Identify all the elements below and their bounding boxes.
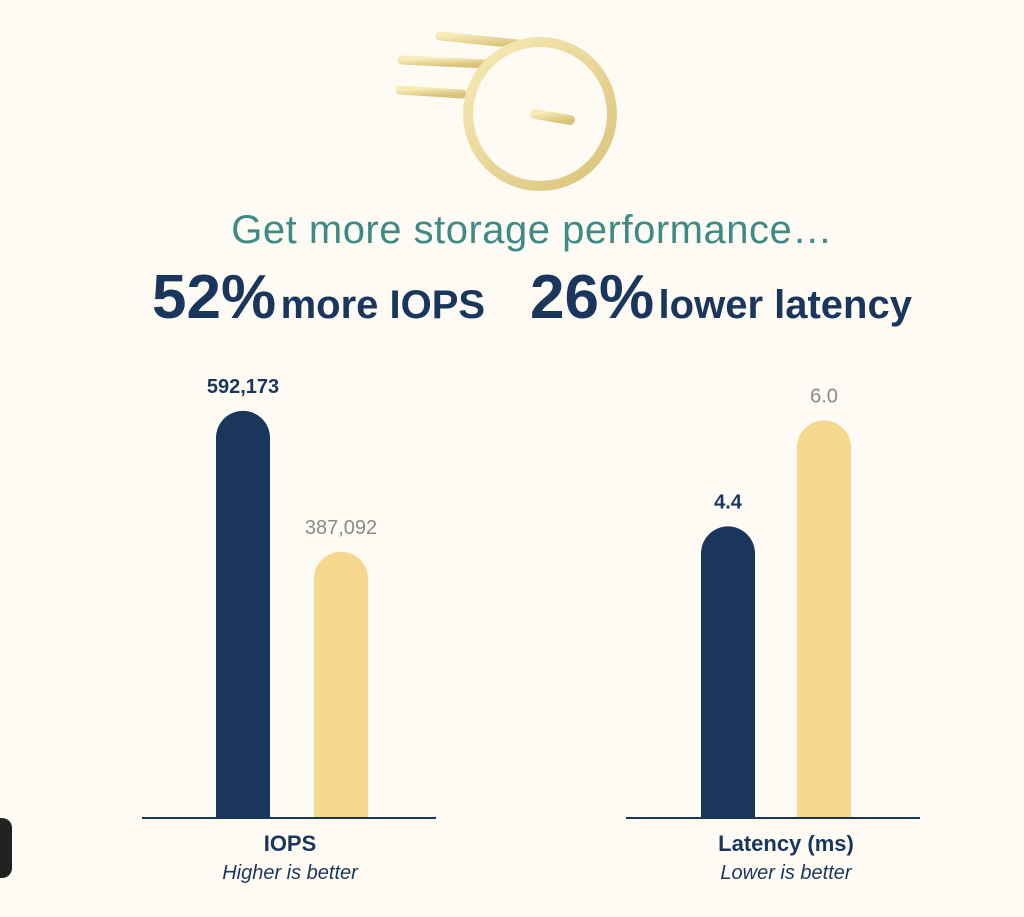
iops-bar-1	[216, 410, 270, 818]
latency-chart: 4.4 6.0 Latency (ms) Lower is better	[626, 385, 920, 884]
latency-value-label-1: 4.4	[714, 491, 743, 513]
headline-latency-text: lower latency	[658, 283, 912, 327]
headline: 52% more IOPS 26% lower latency	[0, 262, 1024, 333]
iops-bar-2	[314, 551, 368, 818]
edge-device-graphic	[0, 818, 12, 878]
latency-bar-2	[797, 420, 851, 818]
headline-iops-percent: 52%	[152, 263, 277, 332]
latency-bar-1	[701, 526, 755, 818]
page-subtitle: Get more storage performance…	[231, 208, 833, 252]
iops-axis-title: IOPS	[264, 831, 317, 856]
headline-latency-percent: 26%	[529, 263, 655, 332]
latency-axis-title: Latency (ms)	[718, 831, 854, 856]
latency-axis-subtitle: Lower is better	[720, 862, 853, 884]
headline-iops-text: more IOPS	[280, 283, 486, 327]
iops-chart: 592,173 387,092 IOPS Higher is better	[142, 376, 436, 884]
iops-value-label-1: 592,173	[207, 376, 279, 398]
latency-value-label-2: 6.0	[810, 385, 838, 407]
iops-value-label-2: 387,092	[305, 517, 377, 539]
iops-axis-subtitle: Higher is better	[222, 862, 359, 884]
speeding-clock-icon	[395, 31, 617, 191]
